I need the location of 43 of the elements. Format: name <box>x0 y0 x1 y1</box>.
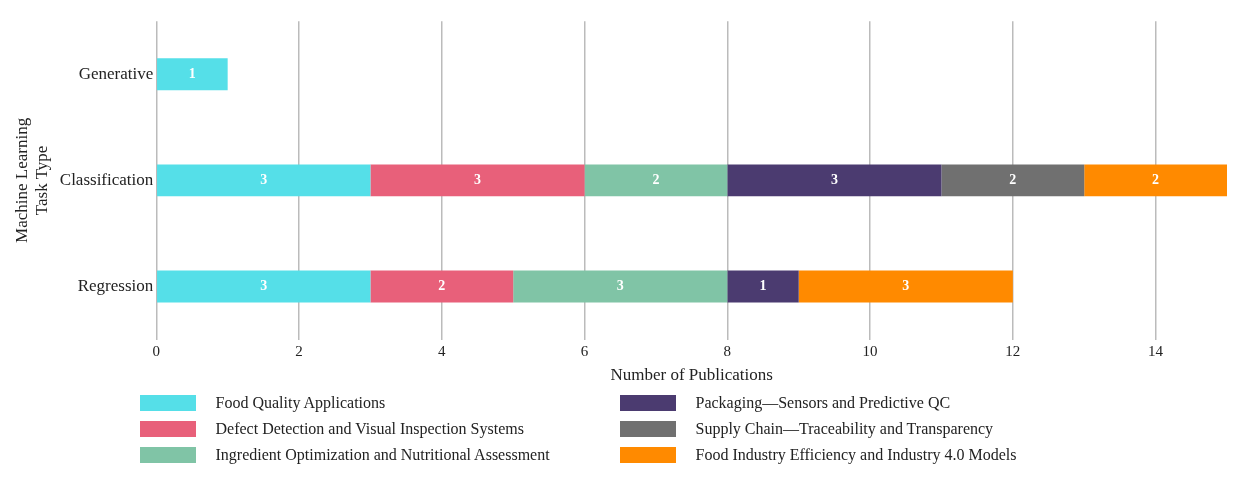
x-axis-title: Number of Publications <box>610 365 773 385</box>
x-tick-label: 4 <box>438 342 447 359</box>
y-tick-label: Classification <box>59 169 154 189</box>
bar <box>1084 164 1227 197</box>
bar <box>157 164 371 197</box>
bar <box>513 270 728 303</box>
x-tick-label: 8 <box>723 342 732 359</box>
data-label: 1 <box>759 278 767 294</box>
bar <box>157 58 228 91</box>
bar <box>727 270 799 303</box>
data-label: 2 <box>652 172 660 188</box>
data-label: 3 <box>830 172 838 188</box>
x-tick-label: 12 <box>1005 342 1021 359</box>
legend-label: Ingredient Optimization and Nutritional Assessment <box>215 446 550 464</box>
bar <box>941 164 1085 197</box>
x-tick-label: 14 <box>1148 342 1164 359</box>
legend-label: Defect Detection and Visual Inspection Systems <box>215 420 524 438</box>
y-axis-title: Machine Learning Task Type <box>11 117 52 243</box>
legend-label: Food Quality Applications <box>215 394 386 412</box>
x-tick-label: 6 <box>580 342 589 359</box>
bar <box>584 164 728 197</box>
bar <box>370 164 585 197</box>
data-label: 3 <box>616 278 624 294</box>
bar <box>157 270 371 303</box>
data-label: 1 <box>188 65 196 81</box>
y-tick-label: Generative <box>78 63 154 83</box>
x-tick-label: 2 <box>295 342 303 359</box>
data-label: 2 <box>1009 172 1017 188</box>
legend-label: Packaging—Sensors and Predictive QC <box>695 394 951 412</box>
data-label: 2 <box>1152 172 1160 188</box>
x-tick-label: 10 <box>862 342 878 359</box>
data-label: 3 <box>474 172 481 188</box>
data-label: 2 <box>438 278 446 294</box>
data-label: 3 <box>260 172 268 188</box>
legend-label: Food Industry Efficiency and Industry 4.0 Models <box>695 446 1017 464</box>
y-tick-label: Regression <box>77 276 154 295</box>
x-tick-label: 0 <box>152 342 161 359</box>
data-label: 3 <box>902 278 910 294</box>
bar <box>798 270 1013 303</box>
data-label: 3 <box>260 278 268 294</box>
legend-label: Supply Chain—Traceability and Transparency <box>695 420 994 438</box>
bar <box>727 164 942 197</box>
bar <box>370 270 514 303</box>
